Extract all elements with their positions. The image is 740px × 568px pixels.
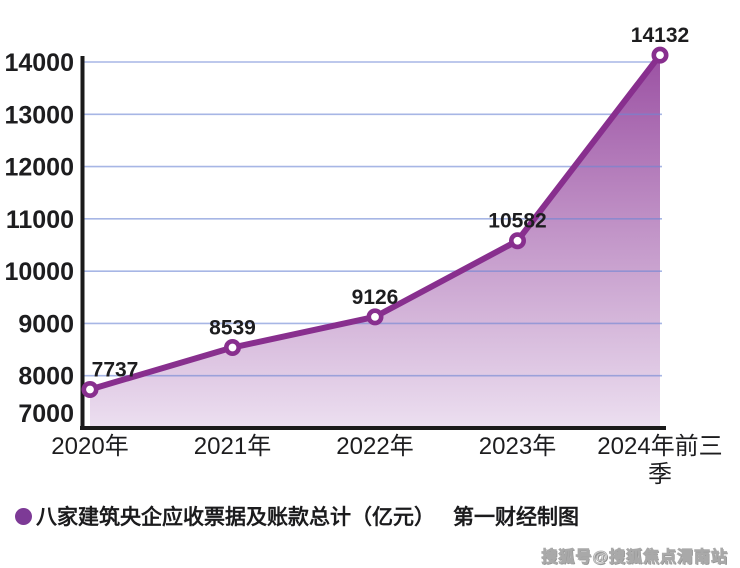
legend-attribution: 第一财经制图 (453, 506, 579, 529)
area-fill (90, 55, 660, 428)
value-label: 14132 (631, 24, 689, 47)
legend-marker-icon (15, 507, 32, 525)
y-axis-tick-label: 14000 (4, 49, 74, 77)
y-axis-tick-label: 13000 (4, 101, 74, 129)
data-point-marker (651, 46, 669, 64)
value-label: 9126 (352, 286, 399, 309)
data-point-marker (366, 308, 384, 326)
y-axis-tick-label: 11000 (6, 206, 74, 234)
line-chart: 7000 8000 9000 10000 11000 12000 13000 14000 773… (4, 24, 689, 430)
legend-series-label: 八家建筑央企应收票据及账款总计（亿元） (36, 506, 435, 529)
value-label: 8539 (209, 317, 256, 340)
data-point-marker (508, 232, 526, 250)
data-point-marker (224, 339, 242, 357)
watermark-text: 搜狐号@搜狐焦点渭南站 (541, 549, 728, 567)
data-point-marker (81, 380, 99, 398)
y-axis-tick-label: 10000 (4, 258, 74, 286)
y-axis-tick-label: 8000 (18, 363, 74, 391)
chart-legend: 八家建筑央企应收票据及账款总计（亿元） 第一财经制图 (15, 501, 579, 531)
value-label: 10582 (488, 210, 546, 233)
y-axis-tick-label: 12000 (4, 154, 74, 182)
y-axis-tick-label: 9000 (18, 310, 74, 338)
y-axis-tick-label: 7000 (18, 400, 74, 428)
value-label: 7737 (92, 358, 139, 381)
